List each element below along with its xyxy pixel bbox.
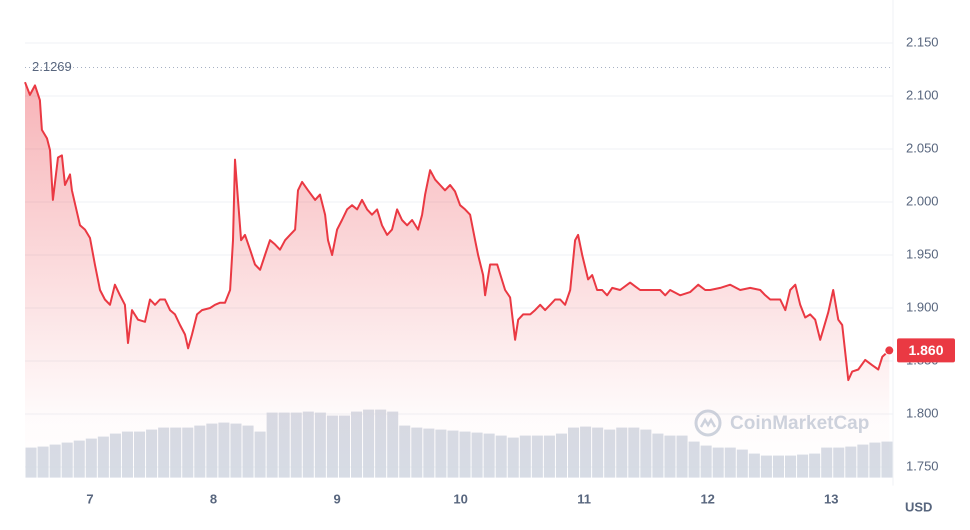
x-tick-label: 12 xyxy=(700,491,714,506)
x-tick-label: 10 xyxy=(453,491,467,506)
price-line xyxy=(24,81,890,382)
watermark-text: CoinMarketCap xyxy=(730,413,869,434)
x-tick-label: 7 xyxy=(86,491,93,506)
y-tick-label: 1.900 xyxy=(906,299,939,314)
y-tick-label: 1.750 xyxy=(906,458,939,473)
y-tick-label: 1.950 xyxy=(906,246,939,261)
y-tick-label: 2.150 xyxy=(906,34,939,49)
reference-label: 2.1269 xyxy=(32,59,72,74)
y-tick-label: 2.000 xyxy=(906,193,939,208)
x-tick-label: 11 xyxy=(577,491,591,506)
last-point xyxy=(884,345,895,356)
x-tick-label: 9 xyxy=(333,491,340,506)
watermark: CoinMarketCap xyxy=(694,409,869,437)
x-tick-label: 8 xyxy=(210,491,217,506)
y-tick-label: 1.800 xyxy=(906,405,939,420)
y-tick-label: 2.050 xyxy=(906,140,939,155)
current-price-label: 1.860 xyxy=(908,342,943,358)
y-tick-label: 2.100 xyxy=(906,87,939,102)
price-area xyxy=(25,82,890,478)
x-tick-label: 13 xyxy=(824,491,838,506)
currency-label: USD xyxy=(905,499,932,514)
current-price-badge xyxy=(897,338,955,363)
